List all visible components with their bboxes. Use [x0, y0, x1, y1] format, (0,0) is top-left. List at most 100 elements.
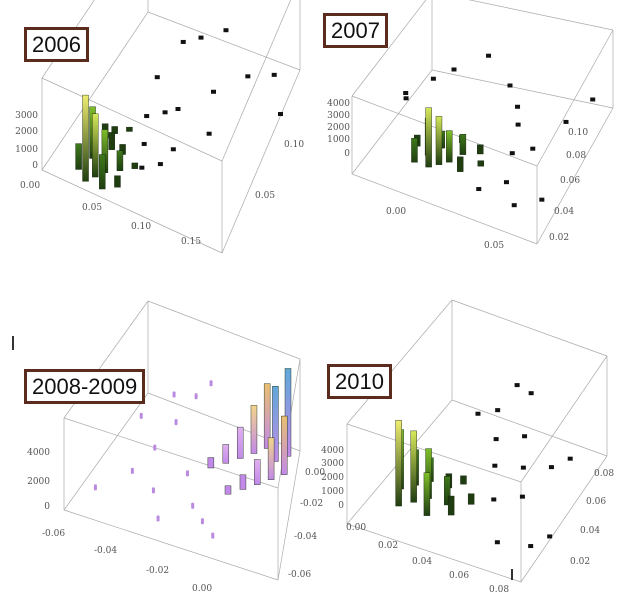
scatter-point: [492, 463, 498, 468]
box-edge: [147, 11, 301, 71]
x-tick-label: -0.06: [42, 529, 65, 539]
histogram-bar: [444, 476, 451, 506]
scatter-point: [548, 465, 554, 470]
scatter-point: [509, 151, 515, 156]
box-edge: [277, 450, 301, 581]
box-edge: [41, 11, 149, 171]
scatter-point: [180, 39, 186, 44]
y-tick-label: 0.04: [580, 526, 600, 536]
scatter-point: [157, 162, 163, 167]
z-tick-label: 1000: [321, 487, 344, 497]
histogram-bar: [82, 94, 89, 182]
scatter-point: [503, 180, 509, 185]
histogram-bar: [75, 143, 82, 170]
scatter-point: [139, 412, 143, 419]
bounding-box: [351, 0, 614, 245]
scatter-point: [493, 437, 499, 442]
scatter-point: [451, 67, 457, 72]
x-tick-label: 0.00: [346, 523, 366, 533]
box-edge: [468, 0, 614, 31]
scatter-point: [200, 518, 204, 525]
panel-year-label: 2007: [323, 13, 388, 49]
histogram-bar: [425, 107, 432, 168]
scatter-point: [530, 146, 536, 151]
scatter-point: [209, 380, 213, 387]
histogram-bar: [281, 415, 288, 475]
y-tick-label: 0.10: [284, 140, 304, 150]
z-tick-label: 3000: [321, 459, 344, 469]
scatter-point: [198, 35, 204, 40]
scatter-point: [162, 110, 168, 115]
box-edge: [451, 399, 608, 457]
panel-year-label: 2010: [327, 364, 392, 400]
stray-cursor-mark: [12, 336, 14, 350]
x-tick-label: 0.00: [20, 181, 40, 191]
scatter-point: [130, 467, 134, 474]
scatter-point: [515, 122, 521, 127]
histogram-bar: [410, 430, 417, 503]
x-tick-label: 0.00: [386, 207, 406, 217]
scatter-point: [430, 76, 436, 81]
y-tick-label: 0.05: [255, 191, 275, 201]
box-edge: [63, 509, 279, 581]
box-edge: [346, 523, 522, 583]
histogram-bar: [446, 130, 453, 163]
z-tick-label: 4000: [27, 448, 50, 458]
y-tick-label: 0.00: [305, 468, 325, 478]
z-tick-label: 2000: [321, 473, 344, 483]
scatter-point: [476, 187, 482, 192]
panel-2007: 4000 3000 2000 1000 0 0.00 0.05 0.10 0.08 0.06 0.0…: [327, 0, 614, 251]
scatter-point: [522, 434, 528, 439]
histogram-bar: [477, 144, 484, 155]
scatter-point: [191, 502, 195, 509]
histogram-bar: [456, 156, 464, 172]
x-tick-label: 0.00: [192, 584, 212, 594]
histogram-bar: [447, 495, 455, 516]
scatter-point: [93, 484, 97, 491]
scatter-point: [153, 444, 157, 451]
scatter-point: [141, 141, 147, 146]
histogram-bar: [114, 175, 121, 188]
panel-2010: 4000 3000 2000 1000 0 0.00 0.02 0.04 0.06 0.08 0.0…: [321, 299, 614, 595]
scatter-point: [519, 494, 525, 499]
histogram-bar: [92, 113, 99, 178]
histogram-bar: [239, 474, 247, 490]
scatter-point: [278, 112, 283, 117]
histogram-bar: [477, 160, 485, 167]
box-edge: [351, 173, 538, 245]
histogram-bar: [108, 132, 115, 150]
box-edge: [520, 355, 608, 483]
histogram-bar: [267, 437, 275, 480]
x-tick-label: 0.08: [489, 585, 509, 595]
z-tick-label: 2000: [27, 477, 50, 487]
z-tick-label: 0: [344, 149, 350, 159]
histogram-bar: [99, 154, 106, 190]
scatter-point: [245, 74, 251, 79]
histogram-bar: [423, 472, 431, 516]
box-edge: [351, 95, 538, 167]
y-tick-label: -0.02: [300, 499, 323, 509]
box-edge: [431, 69, 614, 109]
y-tick-label: 0.02: [549, 233, 569, 243]
z-tick-label: 2000: [327, 123, 350, 133]
x-tick-label: 0.05: [484, 241, 504, 251]
scatter-point: [211, 89, 216, 94]
histogram-bar: [116, 150, 124, 171]
histogram-bar: [467, 493, 475, 505]
scatter-point: [156, 515, 160, 522]
scatter-point: [271, 72, 277, 77]
x-tick-label: 0.15: [181, 237, 201, 247]
scatter-point: [185, 470, 189, 477]
scatter-point: [528, 391, 534, 396]
z-tick-label: 2000: [15, 127, 38, 137]
z-tick-label: 3000: [15, 111, 38, 121]
scatter-point: [547, 534, 553, 539]
y-tick-label: 0.06: [560, 176, 580, 186]
y-tick-label: 0.02: [570, 557, 590, 567]
box-edge: [451, 299, 608, 357]
histogram-bar: [435, 116, 443, 165]
scatter-point: [520, 465, 526, 470]
histogram-bar: [395, 420, 402, 507]
scatter-point: [403, 91, 409, 96]
panel-2008-2009: 4000 2000 0 -0.06 -0.04 -0.02 0.00 0.00 -0.02 -0.…: [27, 300, 325, 594]
